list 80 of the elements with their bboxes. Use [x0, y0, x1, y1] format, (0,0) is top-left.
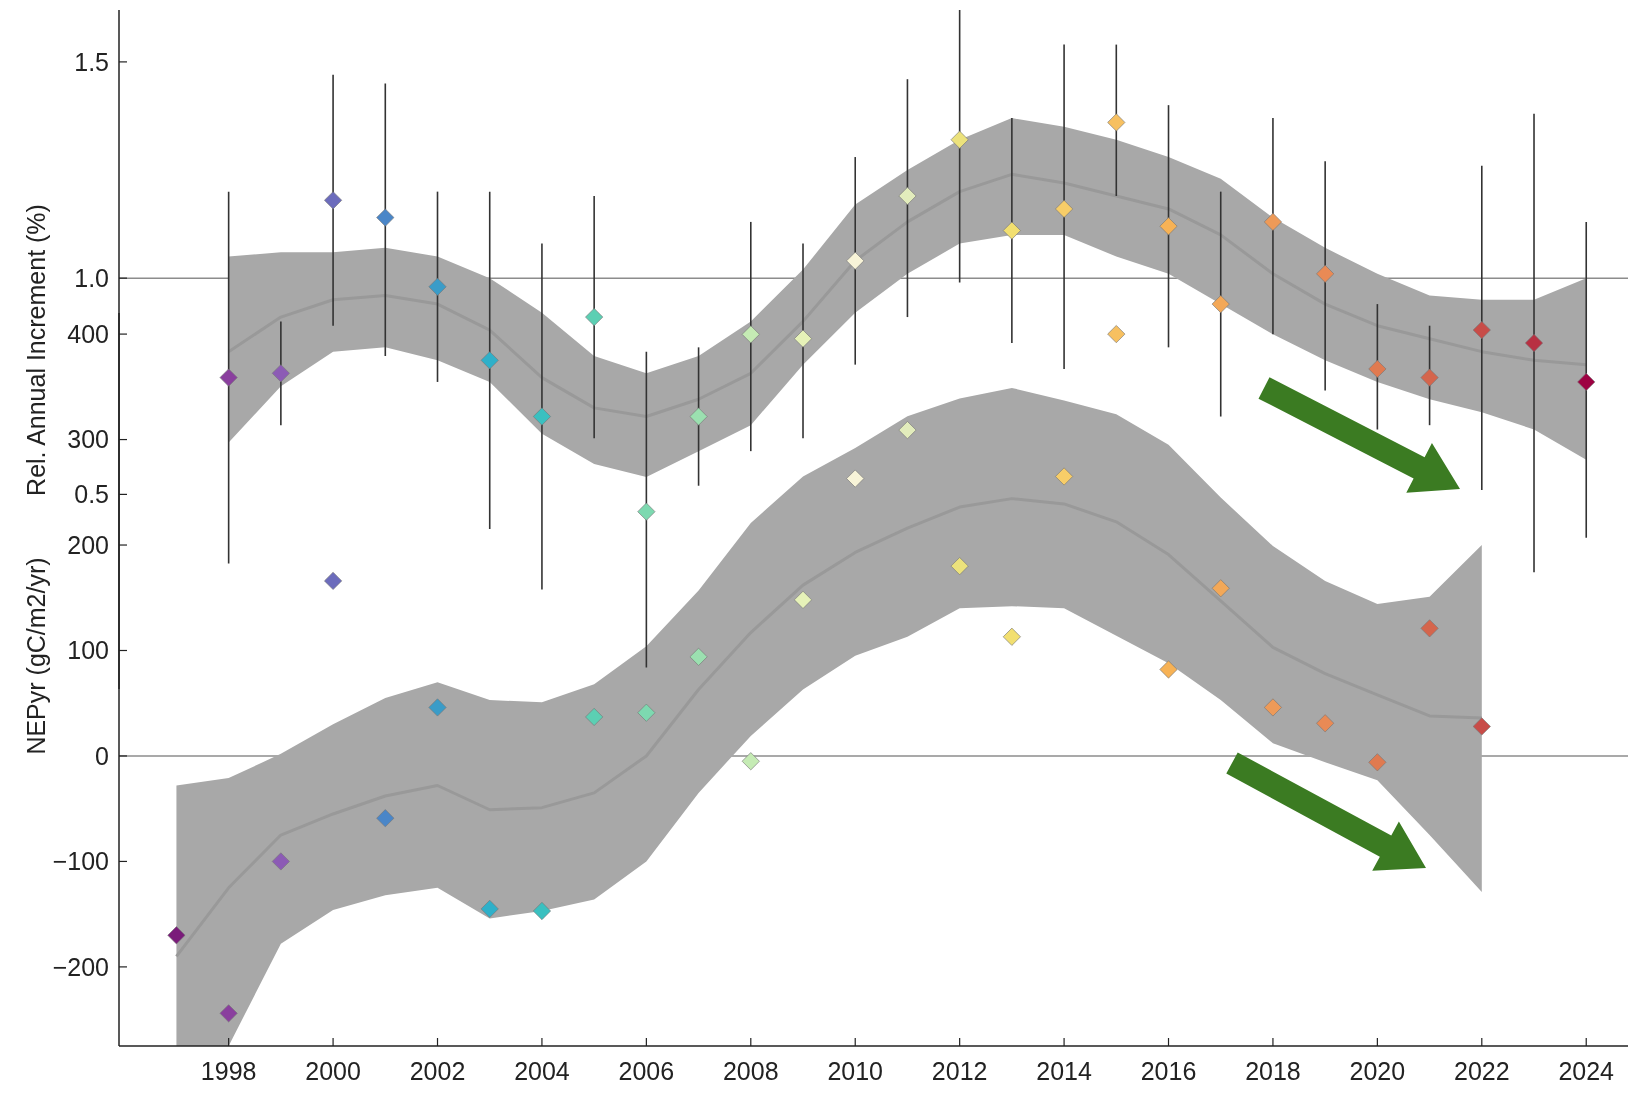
point — [1368, 753, 1387, 772]
point — [689, 647, 708, 666]
point — [271, 364, 290, 383]
point — [898, 187, 917, 205]
point — [532, 407, 551, 426]
x-tick-label: 2008 — [722, 1057, 779, 1085]
point — [585, 707, 604, 726]
point — [532, 902, 551, 920]
point — [1316, 264, 1335, 283]
x-tick-label: 2016 — [1140, 1057, 1197, 1085]
line-series — [227, 172, 1588, 419]
point — [898, 421, 917, 440]
point — [741, 325, 760, 344]
point — [1472, 321, 1491, 339]
point — [1420, 619, 1439, 638]
x-tick-label: 2002 — [409, 1057, 466, 1085]
y-tick-label: 200 — [67, 530, 109, 559]
point — [1420, 368, 1439, 387]
point — [585, 308, 604, 327]
x-tick-label: 2018 — [1245, 1057, 1301, 1085]
point — [1211, 295, 1230, 314]
y-tick-label: 400 — [67, 319, 109, 348]
y-axis-title: NEPyr (gC/m2/yr) — [22, 557, 50, 755]
y-tick-label: −100 — [52, 847, 109, 876]
point — [376, 809, 395, 828]
point — [1055, 199, 1074, 218]
point — [1002, 221, 1021, 240]
x-tick-label: 2006 — [618, 1057, 675, 1085]
y-tick-label: 300 — [67, 425, 109, 454]
point — [846, 469, 865, 488]
point — [741, 752, 760, 771]
x-tick-label: 1998 — [200, 1057, 257, 1085]
x-tick-label: 2012 — [931, 1057, 988, 1085]
y-axis-title: Rel. Annual Increment (%) — [22, 204, 50, 496]
point — [1472, 717, 1491, 736]
point — [1263, 698, 1282, 717]
point — [637, 703, 656, 722]
point — [1368, 360, 1387, 378]
x-tick-label: 2024 — [1558, 1057, 1615, 1085]
y-tick-label: 0.5 — [74, 480, 109, 509]
point — [1055, 467, 1074, 486]
point — [637, 502, 656, 521]
point — [1316, 714, 1335, 733]
point — [219, 368, 238, 387]
y-tick-label: −200 — [52, 952, 109, 981]
point — [271, 852, 290, 871]
x-tick-label: 2022 — [1453, 1057, 1510, 1085]
point — [1525, 334, 1543, 352]
point — [324, 571, 343, 590]
point — [324, 191, 343, 210]
y-tick-label: 100 — [67, 636, 109, 665]
point — [1107, 325, 1126, 344]
point — [689, 407, 708, 426]
point — [480, 899, 499, 918]
point — [846, 251, 865, 270]
point — [1577, 372, 1596, 391]
point — [1002, 627, 1021, 646]
point — [950, 130, 969, 149]
x-tick-label: 2010 — [827, 1057, 884, 1085]
y-tick-label: 1.5 — [74, 47, 109, 76]
y-tick-label: 1.0 — [74, 263, 109, 292]
point — [376, 208, 395, 227]
point — [167, 926, 186, 945]
point — [1211, 579, 1230, 598]
point — [480, 351, 499, 370]
point — [794, 329, 812, 348]
point — [428, 698, 447, 717]
x-tick-label: 2000 — [305, 1057, 361, 1085]
point — [1263, 212, 1282, 231]
x-tick-label: 2014 — [1036, 1057, 1092, 1085]
x-tick-label: 2020 — [1349, 1057, 1406, 1085]
point — [428, 277, 447, 296]
point — [794, 590, 812, 609]
point — [219, 1004, 238, 1023]
point — [1159, 217, 1178, 236]
point — [950, 557, 969, 576]
x-tick-label: 2004 — [514, 1057, 570, 1085]
point — [1159, 660, 1178, 679]
y-tick-label: 0 — [95, 741, 109, 770]
point — [1107, 113, 1126, 132]
